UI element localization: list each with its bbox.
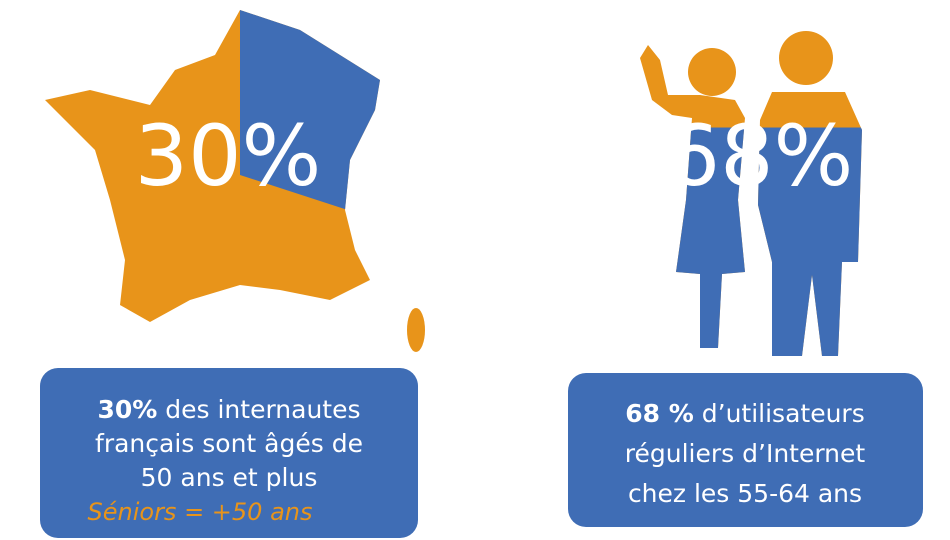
caption-line: 30% des internautes — [97, 395, 360, 424]
big-label: 30% — [135, 107, 322, 205]
caption-box — [568, 373, 923, 527]
corsica — [407, 308, 425, 352]
caption-bold: 30% — [97, 395, 157, 424]
big-label: 68% — [667, 107, 854, 205]
texts: 30% 68% 30% des internautes français sont â… — [88, 107, 866, 526]
caption-line: réguliers d’Internet — [625, 439, 866, 468]
caption-text: des internautes — [165, 395, 360, 424]
caption-text: d’utilisateurs — [702, 399, 865, 428]
caption-box — [40, 368, 418, 538]
caption-line: chez les 55-64 ans — [628, 479, 862, 508]
caption-note: Séniors = +50 ans — [88, 498, 313, 526]
caption-text: réguliers d’Internet — [625, 439, 866, 468]
caption-text: français sont âgés de — [95, 429, 363, 458]
caption-text: chez les 55-64 ans — [628, 479, 862, 508]
caption-line: 50 ans et plus — [141, 463, 318, 492]
share-wedge — [240, 10, 380, 299]
caption-line: français sont âgés de — [95, 429, 363, 458]
caption-line: 68 % d’utilisateurs — [625, 399, 864, 428]
caption-text: 50 ans et plus — [141, 463, 318, 492]
caption-bold: 68 % — [625, 399, 694, 428]
